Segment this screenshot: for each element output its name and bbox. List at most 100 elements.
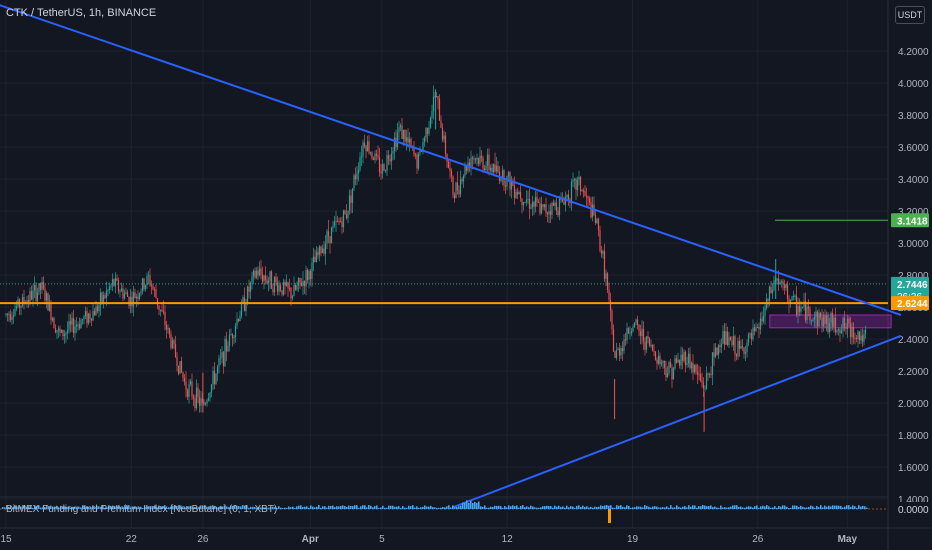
candle xyxy=(546,212,549,215)
candle xyxy=(312,256,315,263)
candle xyxy=(812,319,814,321)
candle xyxy=(84,311,87,317)
candle xyxy=(407,137,409,143)
indicator-bar xyxy=(796,505,798,509)
indicator-bar xyxy=(844,506,846,509)
indicator-bar xyxy=(330,506,332,509)
candle xyxy=(734,336,736,355)
candle xyxy=(200,398,202,406)
candle xyxy=(687,353,690,364)
candle xyxy=(128,297,130,307)
candle xyxy=(183,378,186,382)
candle xyxy=(387,155,390,160)
indicator-bar xyxy=(94,507,96,509)
indicator-bar xyxy=(508,505,510,509)
indicator-bar xyxy=(362,505,364,509)
indicator-bar xyxy=(86,506,88,509)
candle xyxy=(320,246,322,254)
candle xyxy=(89,313,91,319)
candle xyxy=(705,373,708,389)
candle xyxy=(369,152,372,154)
candle xyxy=(51,318,54,321)
candle xyxy=(185,381,187,390)
candle xyxy=(8,313,10,315)
indicator-bar xyxy=(808,506,810,509)
indicator-bar xyxy=(740,506,742,509)
candle xyxy=(594,215,597,224)
indicator-bar xyxy=(642,507,644,509)
indicator-bar xyxy=(218,507,220,509)
indicator-bar xyxy=(372,507,374,509)
x-tick-label: 15 xyxy=(0,534,12,545)
candle xyxy=(585,196,588,198)
candle xyxy=(237,319,240,322)
candle xyxy=(422,142,424,152)
candle xyxy=(834,317,837,333)
candle xyxy=(731,340,733,345)
indicator-bar xyxy=(676,505,678,509)
indicator-bar xyxy=(98,506,100,509)
candle xyxy=(837,329,840,331)
candle xyxy=(686,363,688,366)
candle xyxy=(140,291,142,294)
candle xyxy=(251,276,253,283)
indicator-bar xyxy=(702,505,704,509)
x-tick-label: 22 xyxy=(126,534,138,545)
candle xyxy=(240,301,243,316)
indicator-bar xyxy=(110,505,112,509)
indicator-bar xyxy=(636,506,638,509)
candle xyxy=(261,274,264,282)
candle xyxy=(356,173,358,179)
indicator-bar xyxy=(82,505,84,509)
y-tick-label: 1.4000 xyxy=(898,495,929,506)
indicator-bar xyxy=(158,505,160,509)
indicator-bar xyxy=(574,507,576,509)
indicator-bar xyxy=(492,506,494,509)
candle xyxy=(561,198,564,202)
candle xyxy=(72,318,75,334)
indicator-bar xyxy=(554,505,556,509)
price-label: 2.6244 xyxy=(897,299,928,310)
candle xyxy=(375,153,378,156)
candle xyxy=(677,359,679,363)
indicator-bar xyxy=(2,507,4,509)
indicator-bar xyxy=(324,506,326,509)
indicator-bar xyxy=(860,506,862,509)
candle xyxy=(791,296,793,301)
indicator-bar xyxy=(250,506,252,509)
indicator-bar xyxy=(766,505,768,509)
indicator-bar xyxy=(108,505,110,509)
candle xyxy=(384,170,387,172)
indicator-bar xyxy=(506,507,508,509)
indicator-bar xyxy=(466,500,468,509)
candle xyxy=(152,286,154,290)
indicator-bar xyxy=(198,507,200,509)
candle xyxy=(624,339,627,341)
indicator-bar xyxy=(354,505,356,509)
indicator-bar xyxy=(22,505,24,509)
indicator-bar xyxy=(652,506,654,509)
indicator-bar xyxy=(470,500,472,509)
indicator-bar xyxy=(540,507,542,509)
indicator-bar xyxy=(866,507,868,509)
candle xyxy=(654,351,657,360)
indicator-bar xyxy=(304,506,306,509)
indicator-bar xyxy=(482,506,484,509)
indicator-bar xyxy=(690,506,692,509)
candle xyxy=(723,331,726,345)
indicator-bar xyxy=(726,507,728,509)
currency-badge[interactable]: USDT xyxy=(895,6,925,24)
candle xyxy=(825,315,828,324)
candle xyxy=(599,230,601,251)
candle xyxy=(485,165,487,171)
candle xyxy=(566,194,568,198)
candle xyxy=(720,343,723,347)
candle xyxy=(827,315,829,332)
candle xyxy=(830,312,832,323)
trendline xyxy=(0,4,902,316)
indicator-bar xyxy=(72,506,74,509)
candle xyxy=(557,210,559,216)
candle xyxy=(182,372,184,379)
indicator-bar xyxy=(62,506,64,509)
